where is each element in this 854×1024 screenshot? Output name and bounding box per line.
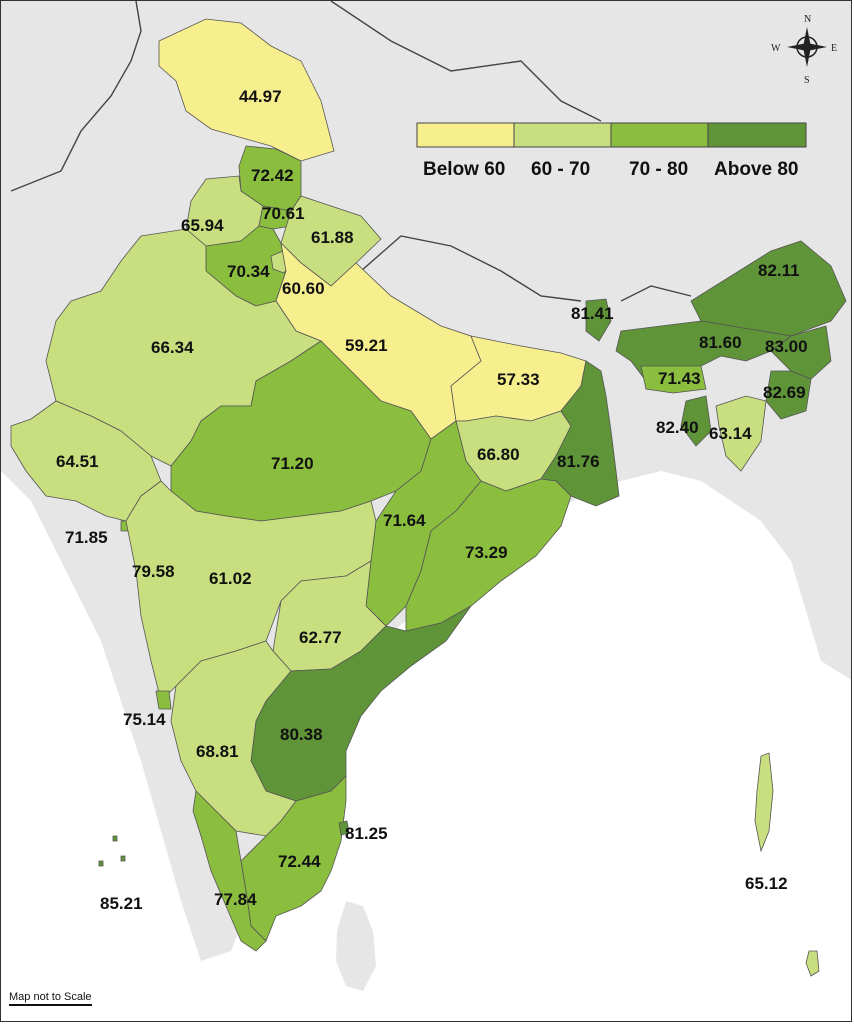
region-mizoram[interactable] — [715, 395, 767, 472]
compass-n: N — [804, 14, 811, 25]
scale-note: Map not to Scale — [9, 991, 92, 1006]
label-madhya-pradesh: 71.20 — [271, 454, 314, 473]
label-rajasthan: 66.34 — [151, 338, 194, 357]
label-mizoram: 63.14 — [709, 424, 752, 443]
label-himachal-pradesh: 72.42 — [251, 166, 294, 185]
label-dadra-nagar-haveli: 79.58 — [132, 562, 175, 581]
region-puducherry[interactable] — [338, 820, 350, 836]
compass-rose-icon: N S E W — [771, 14, 837, 86]
label-haryana: 70.34 — [227, 262, 270, 281]
label-sikkim: 81.41 — [571, 304, 614, 323]
label-uttar-pradesh: 59.21 — [345, 336, 388, 355]
label-jharkhand: 66.80 — [477, 445, 520, 464]
region-odisha[interactable] — [405, 478, 572, 632]
label-delhi: 60.60 — [282, 279, 325, 298]
compass-w: W — [771, 43, 781, 54]
region-goa[interactable] — [155, 690, 172, 710]
label-assam: 81.60 — [699, 333, 742, 352]
label-punjab: 65.94 — [181, 216, 224, 235]
label-jammu-kashmir: 44.97 — [239, 87, 282, 106]
sri-lanka — [336, 901, 376, 991]
region-tripura[interactable] — [680, 395, 712, 447]
region-lakshadweep[interactable] — [98, 835, 126, 867]
region-andaman-nicobar[interactable] — [754, 752, 820, 977]
region-meghalaya[interactable] — [640, 365, 707, 394]
label-kerala: 77.84 — [214, 890, 257, 909]
label-goa: 75.14 — [123, 710, 166, 729]
region-sikkim[interactable] — [585, 298, 612, 342]
label-meghalaya: 71.43 — [658, 369, 701, 388]
legend-label-60-70: 60 - 70 — [531, 159, 590, 180]
label-andhra-pradesh: 80.38 — [280, 725, 323, 744]
label-west-bengal: 81.76 — [557, 452, 600, 471]
legend-label-below-60: Below 60 — [423, 159, 505, 180]
region-chandigarh[interactable] — [258, 205, 292, 230]
legend-label-above-80: Above 80 — [714, 159, 798, 180]
label-telangana: 62.77 — [299, 628, 342, 647]
legend-swatch-60-70 — [513, 122, 612, 148]
label-arunachal-pradesh: 82.11 — [758, 261, 800, 280]
legend: Below 60 60 - 70 70 - 80 Above 80 — [416, 122, 807, 180]
compass-e: E — [831, 43, 837, 54]
label-tripura: 82.40 — [656, 418, 699, 437]
legend-swatch-below-60 — [416, 122, 515, 148]
label-gujarat: 64.51 — [56, 452, 99, 471]
label-lakshadweep: 85.21 — [100, 894, 143, 913]
international-border — [360, 235, 582, 302]
label-nagaland: 83.00 — [765, 337, 808, 356]
international-border — [330, 1, 602, 122]
label-chandigarh: 70.61 — [262, 204, 305, 223]
legend-swatch-above-80 — [707, 122, 807, 148]
label-odisha: 73.29 — [465, 543, 508, 562]
region-kerala[interactable] — [192, 790, 267, 952]
label-chhattisgarh: 71.64 — [383, 511, 426, 530]
label-maharashtra: 61.02 — [209, 569, 252, 588]
state-regions — [10, 18, 847, 977]
region-value-labels: 44.97 72.42 65.94 70.61 61.88 70.34 60.6… — [56, 87, 808, 913]
label-tamil-nadu: 72.44 — [278, 852, 321, 871]
label-puducherry: 81.25 — [345, 824, 388, 843]
label-karnataka: 68.81 — [196, 742, 239, 761]
label-andaman-nicobar: 65.12 — [745, 874, 788, 893]
label-uttarakhand: 61.88 — [311, 228, 354, 247]
compass-s: S — [804, 75, 810, 86]
label-daman-diu: 71.85 — [65, 528, 108, 547]
international-border — [10, 1, 142, 192]
international-border — [620, 285, 692, 302]
label-bihar: 57.33 — [497, 370, 540, 389]
label-manipur: 82.69 — [763, 383, 806, 402]
legend-swatch-70-80 — [610, 122, 709, 148]
legend-label-70-80: 70 - 80 — [629, 159, 688, 180]
